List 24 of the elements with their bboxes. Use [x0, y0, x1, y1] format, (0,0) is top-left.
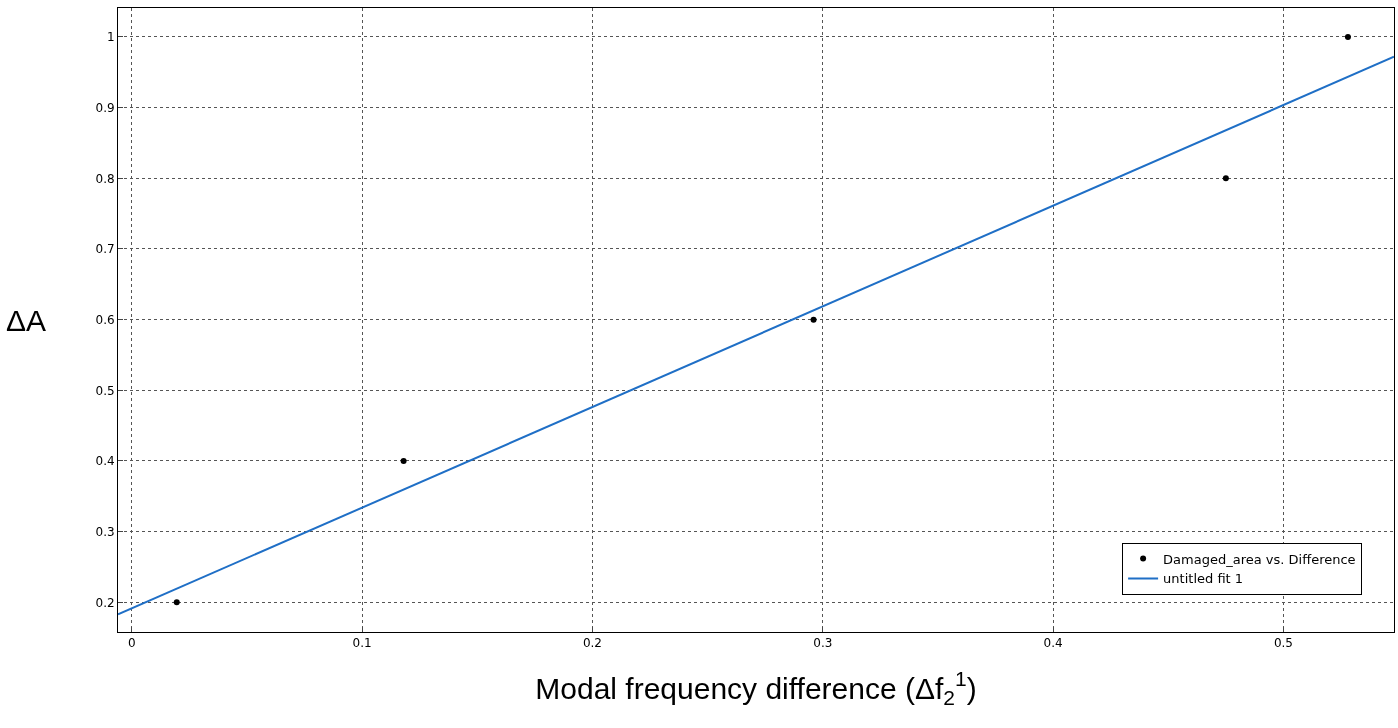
y-tick-label: 0.8 — [95, 171, 115, 186]
point — [1344, 33, 1351, 40]
x-tick-label: 0.4 — [1043, 636, 1063, 651]
point — [173, 599, 180, 606]
x-tick-label: 0.5 — [1273, 636, 1293, 651]
x-tick-label: 0.2 — [582, 636, 603, 651]
y-tick-label: 0.5 — [95, 383, 115, 398]
legend-label: untitled fit 1 — [1163, 571, 1244, 587]
y-tick-label: 0.3 — [95, 524, 115, 539]
point — [400, 457, 407, 464]
x-tick-label: 0 — [128, 636, 136, 651]
y-tick-label: 1 — [106, 30, 115, 45]
legend-label: Damaged_area vs. Difference — [1163, 551, 1356, 567]
y-tick-label: 0.4 — [95, 454, 115, 469]
y-tick-label: 0.9 — [95, 100, 115, 115]
x-axis-title: Modal frequency difference (Δf$_{2}$$^{1}$) — [535, 667, 977, 710]
point — [810, 316, 817, 323]
y-tick-label: 0.2 — [95, 595, 115, 610]
y-axis-title: ΔA — [6, 304, 47, 337]
y-tick-label: 0.7 — [95, 242, 115, 257]
y-tick-label: 0.6 — [95, 312, 115, 327]
x-tick-label: 0.3 — [813, 636, 833, 651]
x-tick-label: 0.1 — [352, 636, 372, 651]
point — [1222, 175, 1229, 182]
